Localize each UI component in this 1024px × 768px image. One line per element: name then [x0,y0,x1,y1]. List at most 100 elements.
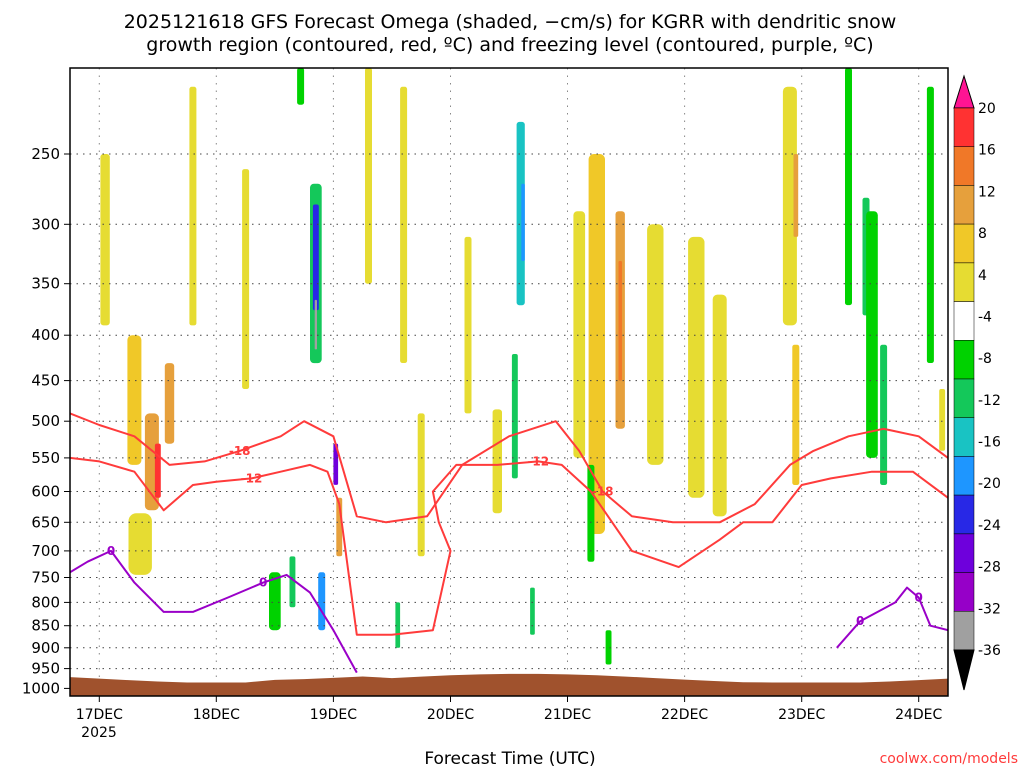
colorbar-band-1 [953,146,975,186]
colorbar-band-10 [953,494,975,535]
y-tick-label-10: 750 [31,569,60,587]
contour-freezing_purple_0_east [836,586,948,649]
contour-label-dgz_red_-18-1: -18 [592,485,614,499]
omega-cell-30 [688,236,705,498]
omega-cell-12 [314,299,317,350]
omega-cell-7 [242,169,250,389]
y-tick-label-1: 300 [31,215,60,233]
x-tick-label-5: 22DEC [661,707,708,723]
omega-cell-31 [712,294,727,517]
y-tick-label-2: 350 [31,275,60,293]
omega-cell-29 [647,224,664,465]
omega-cell-37 [866,211,878,458]
omega-cell-11 [312,204,319,311]
chart-title-line-2: growth region (contoured, red, ºC) and f… [146,34,873,56]
y-tick-label-9: 700 [31,542,60,560]
omega-cell-43 [605,630,612,665]
colorbar-band-4 [953,262,975,302]
y-tick-label-5: 500 [31,412,60,430]
contour-label-dgz_red_-18-0: -18 [229,444,251,458]
contour-layer: -12 -12 -18 -18 0 0 0 0 [70,412,948,674]
colorbar-band-6 [953,340,975,380]
colorbar-label-9: 4 [978,268,987,284]
colorbar-label-10: 8 [978,226,987,242]
colorbar-label-13: 20 [978,101,996,117]
colorbar-label-3: -24 [978,518,1001,534]
y-tick-label-6: 550 [31,449,60,467]
plot-background [70,68,948,696]
colorbar-label-11: 12 [978,184,996,200]
x-tick-label-2: 19DEC [310,707,357,723]
omega-cell-3 [154,443,161,498]
omega-cell-33 [793,154,799,237]
ground-terrain [70,673,948,696]
x-axis-year-label: 2025 [81,725,117,741]
y-tick-label-12: 850 [31,617,60,635]
colorbar-label-4: -20 [978,476,1001,492]
omega-shading-layer [100,68,946,665]
colorbar-label-2: -28 [978,560,1001,576]
contour-dgz_red_-12 [70,456,948,636]
colorbar-band-8 [953,417,975,457]
colorbar-label-0: -36 [978,643,1001,659]
colorbar-band-0 [953,107,975,147]
colorbar-band-3 [953,223,975,264]
omega-cell-9 [289,556,296,608]
omega-cell-28 [618,261,622,381]
omega-cell-41 [395,602,401,648]
omega-cell-5 [128,513,152,575]
y-tick-label-13: 900 [31,639,60,657]
omega-cell-0 [100,154,110,326]
contour-label-dgz_red_-12-0: -12 [241,471,263,485]
y-tick-label-8: 650 [31,513,60,531]
colorbar-bottom-arrow [953,649,975,691]
omega-cell-44 [587,464,595,562]
x-tick-label-3: 20DEC [427,707,474,723]
colorbar-label-6: -12 [978,393,1001,409]
y-tick-label-15: 1000 [22,679,60,697]
omega-cell-23 [521,183,525,261]
x-axis: 17DEC 18DEC 19DEC 20DEC 21DEC 22DEC 23DEC 24DEC [76,696,943,723]
omega-cell-1 [127,335,142,465]
contour-label-freezing_purple_0_east-0: 0 [856,614,864,628]
plot-frame [69,67,949,697]
x-tick-label-6: 23DEC [778,707,825,723]
colorbar-band-12 [953,572,975,612]
omega-cell-15 [333,443,339,485]
y-tick-label-14: 950 [31,660,60,678]
x-axis-title: Forecast Time (UTC) [424,749,595,768]
omega-cell-8 [269,572,281,631]
omega-cell-40 [939,389,946,451]
contour-label-dgz_red_-12-1: -12 [527,454,549,468]
contour-label-freezing_purple_0-1: 0 [259,576,267,590]
colorbar-label-7: -8 [978,351,992,367]
y-tick-label-4: 450 [31,372,60,390]
colorbar-label-1: -32 [978,601,1001,617]
contour-freezing_purple_0 [70,549,358,674]
omega-cell-24 [511,354,518,479]
colorbar-band-2 [953,185,975,225]
omega-cell-17 [365,68,372,284]
y-tick-label-11: 800 [31,593,60,611]
y-tick-label-7: 600 [31,483,60,501]
omega-cell-19 [417,413,425,557]
ground-layer [70,673,948,696]
colorbar-band-11 [953,533,975,573]
colorbar-band-7 [953,378,975,418]
colorbar-top-arrow [953,74,975,109]
colorbar-band-5 [953,301,975,341]
omega-cell-34 [792,344,800,485]
y-axis: 250 300 350 400 450 500 550 600 650 700 750 800 850 9… [22,145,70,697]
x-tick-label-7: 24DEC [895,707,942,723]
x-tick-label-0: 17DEC [76,707,123,723]
omega-cell-14 [297,68,305,105]
colorbar: -36 -32 -28 -24 -20 -16 -12 -8 -4 4 8 12 16 20 [953,74,1001,691]
colorbar-band-9 [953,456,975,496]
colorbar-label-8: -4 [978,310,992,326]
y-tick-label-3: 400 [31,326,60,344]
omega-cell-20 [464,236,472,414]
chart-title-line-1: 2025121618 GFS Forecast Omega (shaded, −… [124,11,897,33]
credit-text: coolwx.com/models [880,751,1018,767]
y-tick-label-0: 250 [31,145,60,163]
